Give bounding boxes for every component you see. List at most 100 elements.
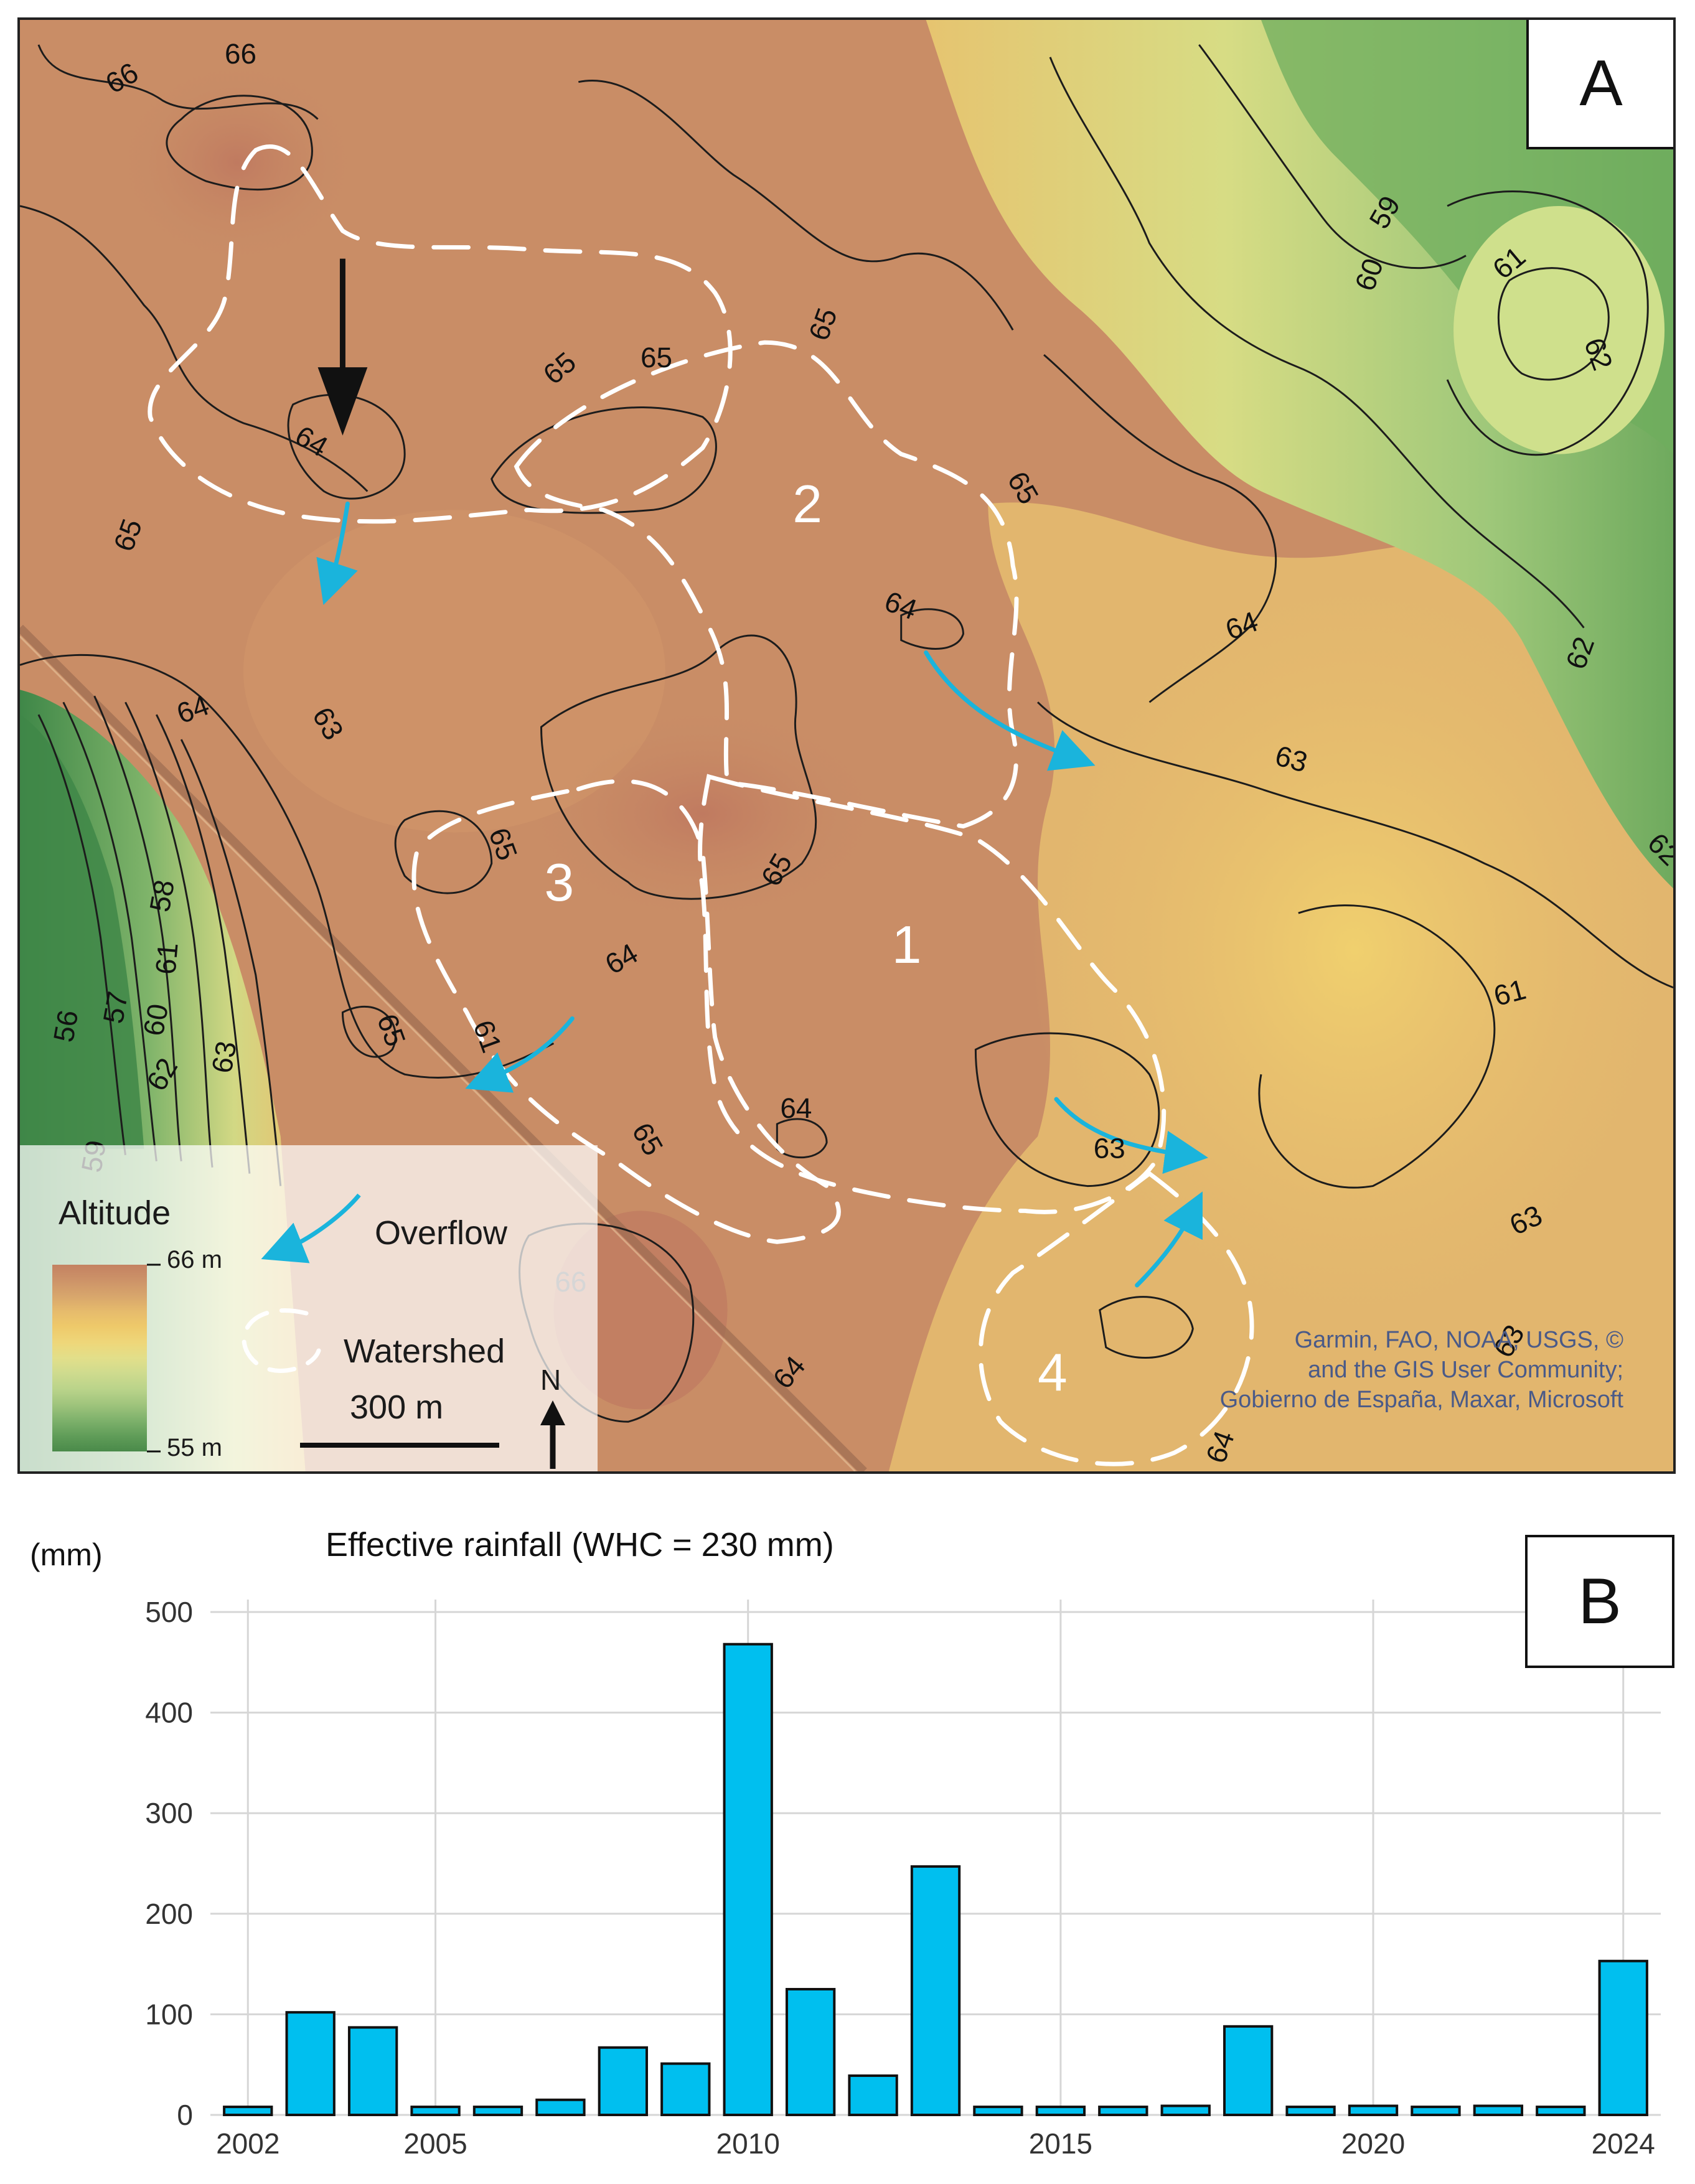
- contour-60-w: [124, 701, 214, 1168]
- bar-2011: [785, 1988, 836, 2116]
- bar-2009: [660, 2062, 711, 2116]
- road: [20, 624, 867, 1471]
- contour-60-ne: [1049, 57, 1585, 629]
- x-tick-label: 2015: [1029, 2127, 1092, 2160]
- contour-64-ring-b: [776, 1118, 828, 1159]
- black-arrow-head: [317, 367, 368, 436]
- contour-64-nw-ring: [287, 393, 406, 500]
- contour-62-w: [180, 739, 282, 1186]
- map-legend: Altitude 66 m 55 m Overflow Watershed 30…: [20, 1145, 598, 1471]
- bar-2023: [1536, 2106, 1586, 2117]
- legend-watershed-label: Watershed: [344, 1333, 505, 1370]
- bar-2010: [723, 1643, 773, 2117]
- panel-label-b: B: [1525, 1535, 1674, 1668]
- contour-label: 63: [205, 1039, 243, 1076]
- x-tick-label: 2020: [1341, 2127, 1405, 2160]
- overflow-arrow-w: [465, 1016, 575, 1093]
- legend-min-label: 55 m: [167, 1434, 222, 1461]
- y-tick-label: 100: [145, 1998, 193, 2030]
- chart-axes: 0 100 200 300 400 500 2002 2005 2010 2015 2020 2024: [145, 1596, 1655, 2160]
- overflow-arrow-e: [1054, 1097, 1208, 1174]
- watershed-outline-nw[interactable]: [148, 144, 733, 524]
- contour-65-w-ring: [394, 810, 493, 894]
- bar-2017: [1160, 2104, 1211, 2116]
- watershed-outline-3[interactable]: [411, 779, 841, 1244]
- bar-2008: [598, 2046, 649, 2117]
- contour-56: [37, 714, 126, 1155]
- bar-2003: [285, 2011, 336, 2117]
- y-tick-label: 200: [145, 1898, 193, 1930]
- bar-2002: [223, 2106, 273, 2117]
- rainfall-chart: 0 100 200 300 400 500 2002 2005 2010 2015 2020 2024…: [30, 1526, 1661, 2160]
- high-nw: [113, 57, 362, 268]
- y-tick-label: 400: [145, 1697, 193, 1729]
- contour-61-w: [156, 714, 251, 1174]
- bar-2004: [347, 2026, 398, 2117]
- contour-label: 58: [143, 878, 181, 914]
- legend-graphics: [52, 1193, 565, 1469]
- watershed-outlines: [148, 144, 1254, 1466]
- legend-north-label: N: [540, 1364, 561, 1396]
- bar-2021: [1411, 2106, 1461, 2117]
- watershed-label-4: 4: [1038, 1343, 1068, 1402]
- panel-label-a: A: [1526, 20, 1673, 149]
- attribution-line-1: Garmin, FAO, NOAA, USGS, ©: [1294, 1327, 1623, 1353]
- y-tick-label: 300: [145, 1797, 193, 1829]
- bar-2016: [1098, 2106, 1148, 2117]
- map-panel: 1 2 3 4 66 66 66 65 65 65 65 65 65 65 65…: [17, 17, 1676, 1474]
- contour-62-e: [1037, 701, 1673, 989]
- y-axis-unit: (mm): [30, 1537, 103, 1572]
- road-edge: [20, 635, 857, 1471]
- watershed-outline-2[interactable]: [514, 340, 1019, 829]
- north-arrow-head: [540, 1400, 565, 1425]
- contour-64-ring-se: [1099, 1296, 1194, 1359]
- contour-label: 64: [780, 1092, 812, 1124]
- y-tick-label: 0: [177, 2099, 193, 2131]
- x-tick-label: 2010: [716, 2127, 780, 2160]
- contour-57: [62, 701, 157, 1161]
- contour-66-nw-ring: [166, 95, 313, 191]
- watershed-label-3: 3: [544, 853, 574, 912]
- x-tick-label: 2024: [1592, 2127, 1655, 2160]
- contour-label: 56: [47, 1008, 84, 1044]
- contour-label: 63: [1094, 1132, 1125, 1165]
- contour-61-e: [1258, 904, 1496, 1189]
- contour-58: [93, 695, 182, 1161]
- contour-64-w: [20, 654, 555, 1079]
- overflow-arrow-ne: [924, 650, 1096, 771]
- contour-65-ne: [578, 80, 1014, 331]
- contour-label: 61: [149, 941, 184, 975]
- bar-2005: [410, 2106, 461, 2117]
- legend-title: Altitude: [59, 1194, 171, 1232]
- altitude-color-ramp: [52, 1265, 147, 1451]
- contour-label: 60: [137, 1001, 174, 1038]
- contour-61-ne: [1446, 190, 1649, 456]
- legend-scale-label: 300 m: [350, 1389, 444, 1426]
- bar-2014: [973, 2106, 1023, 2117]
- bar-2007: [535, 2098, 586, 2117]
- bar-2006: [472, 2106, 524, 2117]
- bar-2020: [1348, 2104, 1399, 2116]
- overflow-arrow-nw: [316, 501, 358, 605]
- watershed-outline-4[interactable]: [978, 1171, 1254, 1466]
- watershed-outline-1[interactable]: [698, 774, 1167, 1214]
- contour-62-ne-ring: [1498, 267, 1610, 381]
- attribution-line-2: and the GIS User Community;: [1308, 1357, 1623, 1383]
- rainfall-chart-panel: 0 100 200 300 400 500 2002 2005 2010 2015 2020 2024…: [17, 1488, 1679, 2178]
- legend-overflow-label: Overflow: [375, 1214, 508, 1252]
- bar-2013: [910, 1865, 961, 2117]
- contour-59-ne: [1198, 44, 1467, 269]
- contour-label: 66: [225, 37, 256, 70]
- bar-2022: [1473, 2104, 1524, 2116]
- attribution-line-3: Gobierno de España, Maxar, Microsoft: [1219, 1387, 1623, 1413]
- contour-label: 57: [96, 989, 134, 1026]
- watershed-legend-symbol: [242, 1308, 321, 1373]
- bar-2012: [848, 2074, 898, 2117]
- contour-64-e: [1043, 354, 1277, 703]
- black-arrow: [317, 258, 368, 436]
- bar-2019: [1285, 2106, 1336, 2117]
- bar-2018: [1223, 2025, 1274, 2116]
- watershed-numbers: 1 2 3 4: [544, 474, 1067, 1402]
- contour-65-sw-ring: [341, 1005, 397, 1058]
- contour-lines: [20, 44, 1673, 1423]
